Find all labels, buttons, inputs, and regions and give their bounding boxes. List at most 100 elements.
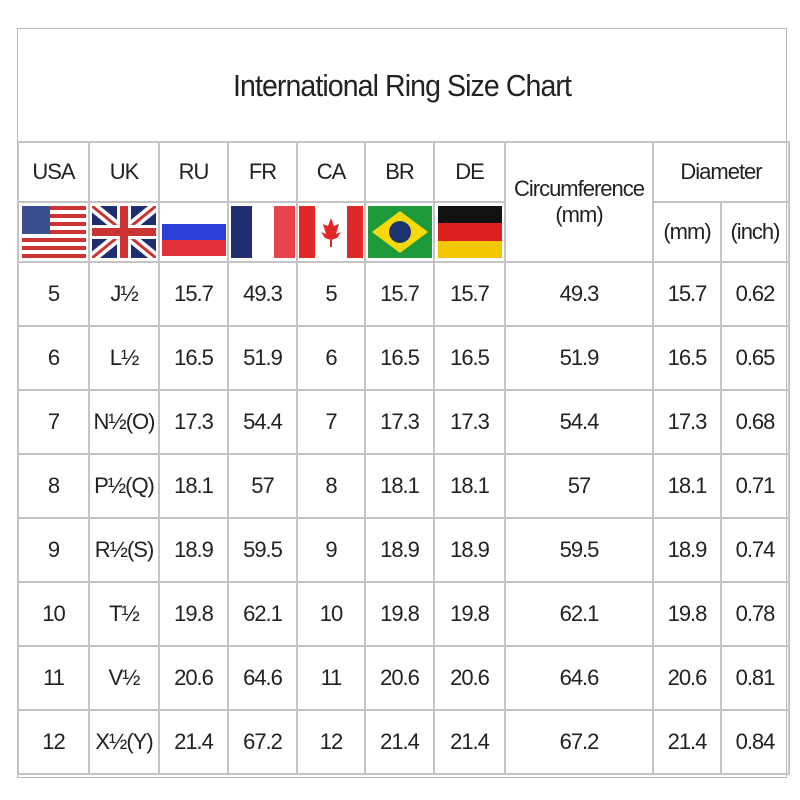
cell-ca: 10 [296,581,366,647]
cell-fr: 49.3 [227,261,298,327]
cell-diameter-mm: 18.9 [652,517,722,583]
header-fr: FR [227,141,298,203]
cell-diameter-mm: 18.1 [652,453,722,519]
cell-usa: 7 [17,389,90,455]
cell-diameter-inch: 0.81 [720,645,790,711]
cell-uk: L½ [88,325,160,391]
cell-fr: 51.9 [227,325,298,391]
header-diameter-mm: (mm) [652,201,722,263]
uk-flag-icon [88,201,160,263]
ring-size-chart: International Ring Size Chart USA UK RU … [17,28,790,778]
cell-ca: 6 [296,325,366,391]
table-row: 7 N½(O) 17.3 54.4 7 17.3 17.3 54.4 17.3 0.68 [17,389,790,455]
chart-title: International Ring Size Chart [233,67,572,103]
header-ca: CA [296,141,366,203]
cell-fr: 54.4 [227,389,298,455]
cell-diameter-inch: 0.74 [720,517,790,583]
cell-diameter-mm: 20.6 [652,645,722,711]
cell-br: 19.8 [364,581,435,647]
cell-circumference-mm: 51.9 [504,325,654,391]
cell-circumference-mm: 62.1 [504,581,654,647]
cell-ca: 9 [296,517,366,583]
france-flag-icon [227,201,298,263]
table-row: 6 L½ 16.5 51.9 6 16.5 16.5 51.9 16.5 0.65 [17,325,790,391]
cell-uk: X½(Y) [88,709,160,775]
header-br: BR [364,141,435,203]
cell-uk: P½(Q) [88,453,160,519]
cell-ru: 20.6 [158,645,229,711]
cell-ca: 8 [296,453,366,519]
canada-flag-icon [296,201,366,263]
cell-ca: 5 [296,261,366,327]
cell-de: 21.4 [433,709,506,775]
table-row: 9 R½(S) 18.9 59.5 9 18.9 18.9 59.5 18.9 0.74 [17,517,790,583]
cell-ru: 18.9 [158,517,229,583]
header-diameter: Diameter [652,141,790,203]
table-row: 8 P½(Q) 18.1 57 8 18.1 18.1 57 18.1 0.71 [17,453,790,519]
cell-diameter-inch: 0.65 [720,325,790,391]
us-flag-icon [17,201,90,263]
brazil-flag-icon [364,201,435,263]
table-row: 11 V½ 20.6 64.6 11 20.6 20.6 64.6 20.6 0.81 [17,645,790,711]
cell-fr: 62.1 [227,581,298,647]
circumference-unit: (mm) [555,202,603,227]
cell-uk: V½ [88,645,160,711]
cell-br: 16.5 [364,325,435,391]
cell-circumference-mm: 59.5 [504,517,654,583]
cell-usa: 12 [17,709,90,775]
cell-diameter-inch: 0.62 [720,261,790,327]
table-row: 12 X½(Y) 21.4 67.2 12 21.4 21.4 67.2 21.4 0.84 [17,709,790,775]
table-row: 5 J½ 15.7 49.3 5 15.7 15.7 49.3 15.7 0.62 [17,261,790,327]
header-diameter-inch: (inch) [720,201,790,263]
cell-fr: 59.5 [227,517,298,583]
cell-usa: 5 [17,261,90,327]
cell-br: 20.6 [364,645,435,711]
cell-circumference-mm: 49.3 [504,261,654,327]
cell-fr: 67.2 [227,709,298,775]
cell-circumference-mm: 67.2 [504,709,654,775]
cell-diameter-inch: 0.84 [720,709,790,775]
cell-ru: 17.3 [158,389,229,455]
cell-de: 19.8 [433,581,506,647]
circumference-label: Circumference [513,176,645,201]
cell-usa: 8 [17,453,90,519]
cell-ru: 16.5 [158,325,229,391]
cell-ca: 7 [296,389,366,455]
cell-diameter-mm: 15.7 [652,261,722,327]
cell-diameter-inch: 0.68 [720,389,790,455]
cell-usa: 6 [17,325,90,391]
header-circumference: Circumference (mm) [504,141,654,263]
cell-ru: 21.4 [158,709,229,775]
table-body: 5 J½ 15.7 49.3 5 15.7 15.7 49.3 15.7 0.62 6 L½ 16.5 5… [17,261,790,775]
cell-circumference-mm: 64.6 [504,645,654,711]
cell-circumference-mm: 54.4 [504,389,654,455]
cell-uk: N½(O) [88,389,160,455]
cell-circumference-mm: 57 [504,453,654,519]
cell-diameter-mm: 19.8 [652,581,722,647]
cell-ru: 19.8 [158,581,229,647]
cell-ca: 12 [296,709,366,775]
cell-uk: T½ [88,581,160,647]
cell-fr: 64.6 [227,645,298,711]
header-de: DE [433,141,506,203]
cell-usa: 10 [17,581,90,647]
header-usa: USA [17,141,90,203]
cell-br: 18.9 [364,517,435,583]
cell-usa: 11 [17,645,90,711]
cell-ru: 18.1 [158,453,229,519]
cell-br: 18.1 [364,453,435,519]
cell-uk: R½(S) [88,517,160,583]
cell-de: 15.7 [433,261,506,327]
cell-diameter-mm: 21.4 [652,709,722,775]
cell-de: 17.3 [433,389,506,455]
cell-diameter-inch: 0.71 [720,453,790,519]
cell-diameter-inch: 0.78 [720,581,790,647]
cell-br: 21.4 [364,709,435,775]
cell-uk: J½ [88,261,160,327]
table-row: 10 T½ 19.8 62.1 10 19.8 19.8 62.1 19.8 0.78 [17,581,790,647]
cell-de: 18.1 [433,453,506,519]
cell-ru: 15.7 [158,261,229,327]
header-ru: RU [158,141,229,203]
cell-diameter-mm: 16.5 [652,325,722,391]
cell-fr: 57 [227,453,298,519]
